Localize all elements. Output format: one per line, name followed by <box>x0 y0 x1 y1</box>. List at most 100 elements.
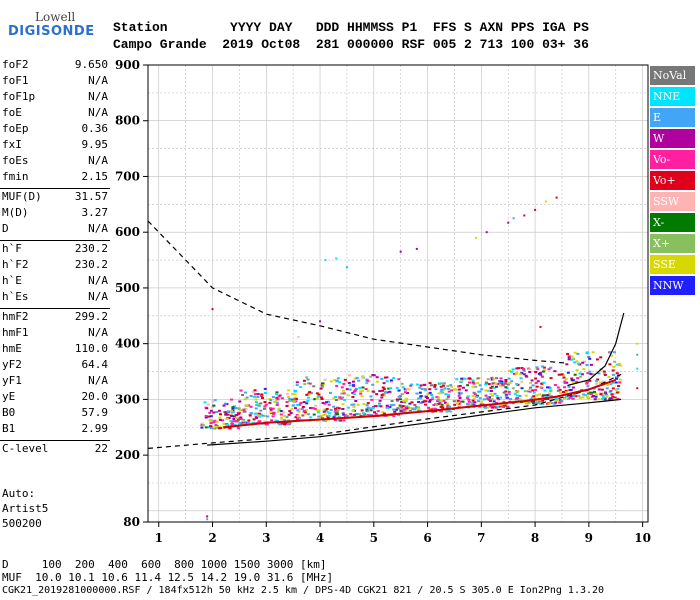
echo-point <box>567 385 571 388</box>
echo-point <box>557 373 561 376</box>
echo-point <box>515 367 519 370</box>
echo-point <box>515 391 519 394</box>
echo-point <box>496 405 500 408</box>
echo-point <box>322 410 326 413</box>
echo-point <box>352 403 356 406</box>
echo-point <box>499 396 503 399</box>
echo-point <box>254 398 258 401</box>
echo-point <box>588 357 592 360</box>
echo-point <box>274 400 278 403</box>
echo-point <box>306 396 310 399</box>
echo-point <box>600 388 604 391</box>
echo-point <box>253 389 257 392</box>
echo-point <box>501 404 505 407</box>
x-tick-label: 4 <box>316 531 324 545</box>
echo-point <box>386 415 390 418</box>
echo-point <box>225 417 229 420</box>
echo-point <box>539 386 543 389</box>
param-label: MUF(D) <box>2 190 42 203</box>
echo-point <box>271 396 275 399</box>
echo-point <box>238 421 242 424</box>
echo-point <box>471 381 475 384</box>
header-row-values: Campo Grande 2019 Oct08 281 000000 RSF 0… <box>113 37 589 52</box>
echo-point <box>584 394 588 397</box>
echo-point <box>531 384 535 387</box>
echo-point <box>377 404 381 407</box>
echo-point <box>214 424 218 427</box>
echo-point <box>392 376 396 379</box>
param-row: h`Es N/A <box>0 290 110 306</box>
echo-point <box>565 395 569 398</box>
echo-point <box>345 266 348 269</box>
echo-point <box>222 422 226 425</box>
echo-point <box>408 402 412 405</box>
echo-point <box>507 393 511 396</box>
echo-point <box>549 377 553 380</box>
echo-point <box>594 395 598 398</box>
echo-point <box>472 391 476 394</box>
echo-point <box>405 397 409 400</box>
echo-point <box>382 382 386 385</box>
panel-separator <box>0 240 110 241</box>
echo-point <box>464 389 468 392</box>
echo-point <box>457 388 461 391</box>
footer-distance: D 100 200 400 600 800 1000 1500 3000 [km… <box>2 558 327 571</box>
echo-point <box>563 397 567 400</box>
echo-scatter <box>200 196 639 521</box>
echo-point <box>378 390 382 393</box>
echo-point <box>595 382 599 385</box>
echo-point <box>263 407 267 410</box>
echo-point <box>200 426 204 429</box>
param-row: yE 20.0 <box>0 390 110 406</box>
echo-point <box>283 422 287 425</box>
echo-point <box>372 411 376 414</box>
echo-point <box>371 383 375 386</box>
echo-point <box>378 399 382 402</box>
echo-point <box>437 397 441 400</box>
param-label: yF2 <box>2 358 22 371</box>
echo-point <box>491 406 495 409</box>
echo-point <box>355 376 359 379</box>
echo-point <box>342 382 346 385</box>
header-row-labels: Station YYYY DAY DDD HHMMSS P1 FFS S AXN… <box>113 20 589 35</box>
echo-point <box>474 385 478 388</box>
echo-point <box>233 420 237 423</box>
echo-point <box>275 401 279 404</box>
echo-point <box>288 410 292 413</box>
param-label: h`Es <box>2 290 29 303</box>
echo-point <box>573 361 577 364</box>
echo-point <box>219 413 223 416</box>
echo-point <box>334 396 338 399</box>
param-value: N/A <box>88 74 108 87</box>
echo-point <box>380 377 384 380</box>
echo-point <box>392 403 396 406</box>
echo-point <box>206 515 209 518</box>
echo-point <box>612 351 616 354</box>
echo-point <box>293 389 297 392</box>
param-value: N/A <box>88 326 108 339</box>
echo-point <box>252 418 256 421</box>
echo-point <box>306 378 310 381</box>
echo-point <box>562 376 566 379</box>
echo-point <box>315 397 319 400</box>
echo-point <box>285 416 289 419</box>
echo-point <box>502 400 506 403</box>
echo-point <box>222 404 226 407</box>
param-row: hmF1 N/A <box>0 326 110 342</box>
echo-point <box>273 400 277 403</box>
echo-point <box>292 400 296 403</box>
echo-point <box>593 398 597 401</box>
echo-point <box>389 387 393 390</box>
echo-point <box>615 372 619 375</box>
echo-point <box>428 399 432 402</box>
echo-point <box>352 393 356 396</box>
echo-point <box>283 414 287 417</box>
echo-point <box>550 402 554 405</box>
echo-point <box>201 424 205 427</box>
echo-point <box>341 396 345 399</box>
echo-point <box>320 397 324 400</box>
echo-point <box>385 376 389 379</box>
echo-point <box>520 380 524 383</box>
echo-point <box>225 423 229 426</box>
echo-point <box>478 384 482 387</box>
